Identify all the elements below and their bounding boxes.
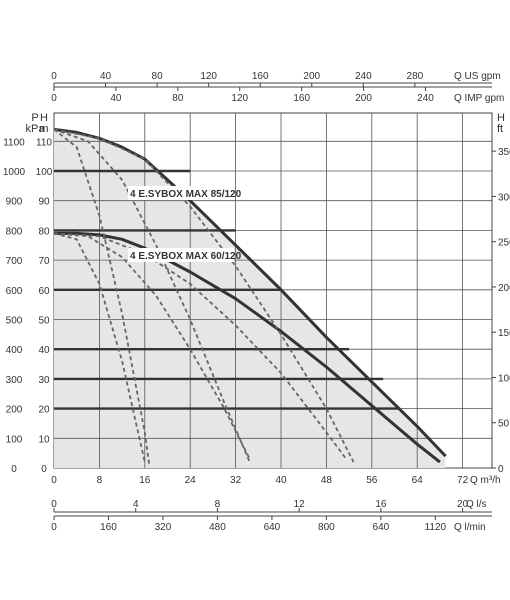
tick-impgpm-240: 240: [417, 93, 434, 104]
tick-usgpm-80: 80: [152, 71, 164, 82]
tick-ft-100: 100: [498, 373, 510, 384]
tick-usgpm-40: 40: [100, 71, 112, 82]
tick-lmin-1: 160: [100, 522, 117, 533]
tick-impgpm-120: 120: [231, 93, 248, 104]
tick-impgpm-200: 200: [355, 93, 372, 104]
tick-q-m3h-8: 8: [97, 475, 103, 486]
tick-kpa-0: 0: [11, 464, 17, 475]
tick-impgpm-0: 0: [51, 93, 57, 104]
tick-lmin-3: 480: [209, 522, 226, 533]
tick-kpa-500: 500: [6, 316, 23, 327]
tick-m-90: 90: [38, 197, 50, 208]
x-main-label: Q m³/h: [470, 475, 501, 486]
tick-q-m3h-56: 56: [366, 475, 378, 486]
tick-lmin-2: 320: [155, 522, 172, 533]
tick-usgpm-0: 0: [51, 71, 57, 82]
curve-max-0: [53, 127, 447, 458]
tick-m-110: 110: [36, 137, 52, 148]
tick-q-m3h-40: 40: [275, 475, 287, 486]
tick-m-80: 80: [38, 226, 50, 237]
ft-axis-label-top: H: [497, 112, 505, 124]
x-usgpm-label: Q US gpm: [454, 71, 501, 82]
tick-m-30: 30: [38, 375, 50, 386]
tick-lmin-0: 0: [51, 522, 57, 533]
tick-kpa-900: 900: [6, 197, 23, 208]
ft-axis-label-unit: ft: [497, 123, 503, 135]
curve-speed-2: [53, 128, 151, 466]
tick-ls-16: 16: [375, 499, 387, 510]
tick-m-100: 100: [36, 167, 53, 178]
tick-q-m3h-32: 32: [230, 475, 242, 486]
curve-speed-7: [53, 232, 348, 460]
tick-ls-4: 4: [133, 499, 139, 510]
tick-kpa-300: 300: [6, 375, 23, 386]
tick-ft-50: 50: [498, 419, 510, 430]
tick-ft-300: 300: [498, 192, 510, 203]
kpa-axis-label-top: P: [31, 112, 38, 124]
tick-ft-150: 150: [498, 328, 510, 339]
tick-ls-8: 8: [215, 499, 221, 510]
tick-kpa-800: 800: [6, 226, 23, 237]
tick-impgpm-80: 80: [172, 93, 184, 104]
curve-max-1: [54, 231, 441, 464]
x-impgpm-label: Q IMP gpm: [454, 93, 504, 104]
tick-lmin-6: 640: [373, 522, 390, 533]
tick-ls-20: 20: [457, 499, 469, 510]
pump-curves: [53, 127, 447, 466]
tick-usgpm-160: 160: [252, 71, 269, 82]
tick-ls-0: 0: [51, 499, 57, 510]
tick-usgpm-200: 200: [303, 71, 320, 82]
tick-kpa-1000: 1000: [3, 167, 26, 178]
label-85-bg: [128, 186, 234, 200]
tick-usgpm-240: 240: [355, 71, 372, 82]
tick-kpa-600: 600: [6, 286, 23, 297]
tick-lmin-4: 640: [264, 522, 281, 533]
label-60-bg: [128, 248, 234, 262]
curve-speed-4: [53, 128, 355, 463]
x-lmin-label: Q l/min: [454, 522, 486, 533]
tick-kpa-100: 100: [6, 434, 23, 445]
tick-q-m3h-72: 72: [457, 475, 469, 486]
axes: 0102030405060708090100110010020030040050…: [3, 71, 510, 533]
tick-kpa-700: 700: [6, 256, 23, 267]
tick-impgpm-40: 40: [110, 93, 122, 104]
tick-lmin-7: 1120: [425, 522, 447, 533]
tick-q-m3h-24: 24: [185, 475, 197, 486]
m-axis-label-top: H: [40, 112, 48, 124]
tick-ft-200: 200: [498, 283, 510, 294]
tick-q-m3h-16: 16: [139, 475, 151, 486]
tick-impgpm-160: 160: [293, 93, 310, 104]
tick-q-m3h-0: 0: [51, 475, 57, 486]
tick-usgpm-120: 120: [200, 71, 217, 82]
tick-lmin-5: 800: [318, 522, 335, 533]
tick-m-50: 50: [38, 316, 50, 327]
tick-m-70: 70: [38, 256, 50, 267]
tick-ft-250: 250: [498, 238, 510, 249]
m-axis-label-unit: m: [39, 123, 48, 135]
tick-ft-350: 350: [498, 147, 510, 158]
curve-label-60-120: 4 E.SYBOX MAX 60/120: [130, 251, 242, 262]
curve-speed-3: [53, 128, 251, 463]
curve-speed-5: [53, 232, 146, 463]
tick-q-m3h-48: 48: [321, 475, 333, 486]
tick-ls-12: 12: [294, 499, 306, 510]
tick-q-m3h-64: 64: [412, 475, 424, 486]
tick-kpa-200: 200: [6, 405, 23, 416]
tick-kpa-400: 400: [6, 345, 23, 356]
kpa-axis-label-unit: kPa: [26, 123, 46, 135]
curve-label-85-120: 4 E.SYBOX MAX 85/120: [130, 189, 242, 200]
tick-kpa-1100: 1100: [3, 137, 25, 148]
tick-m-20: 20: [38, 405, 50, 416]
x-ls-label: Q l/s: [466, 499, 487, 510]
tick-ft-0: 0: [498, 464, 504, 475]
tick-usgpm-280: 280: [407, 71, 424, 82]
tick-m-40: 40: [38, 345, 50, 356]
tick-m-0: 0: [41, 464, 47, 475]
tick-m-60: 60: [38, 286, 50, 297]
tick-m-10: 10: [38, 434, 50, 445]
